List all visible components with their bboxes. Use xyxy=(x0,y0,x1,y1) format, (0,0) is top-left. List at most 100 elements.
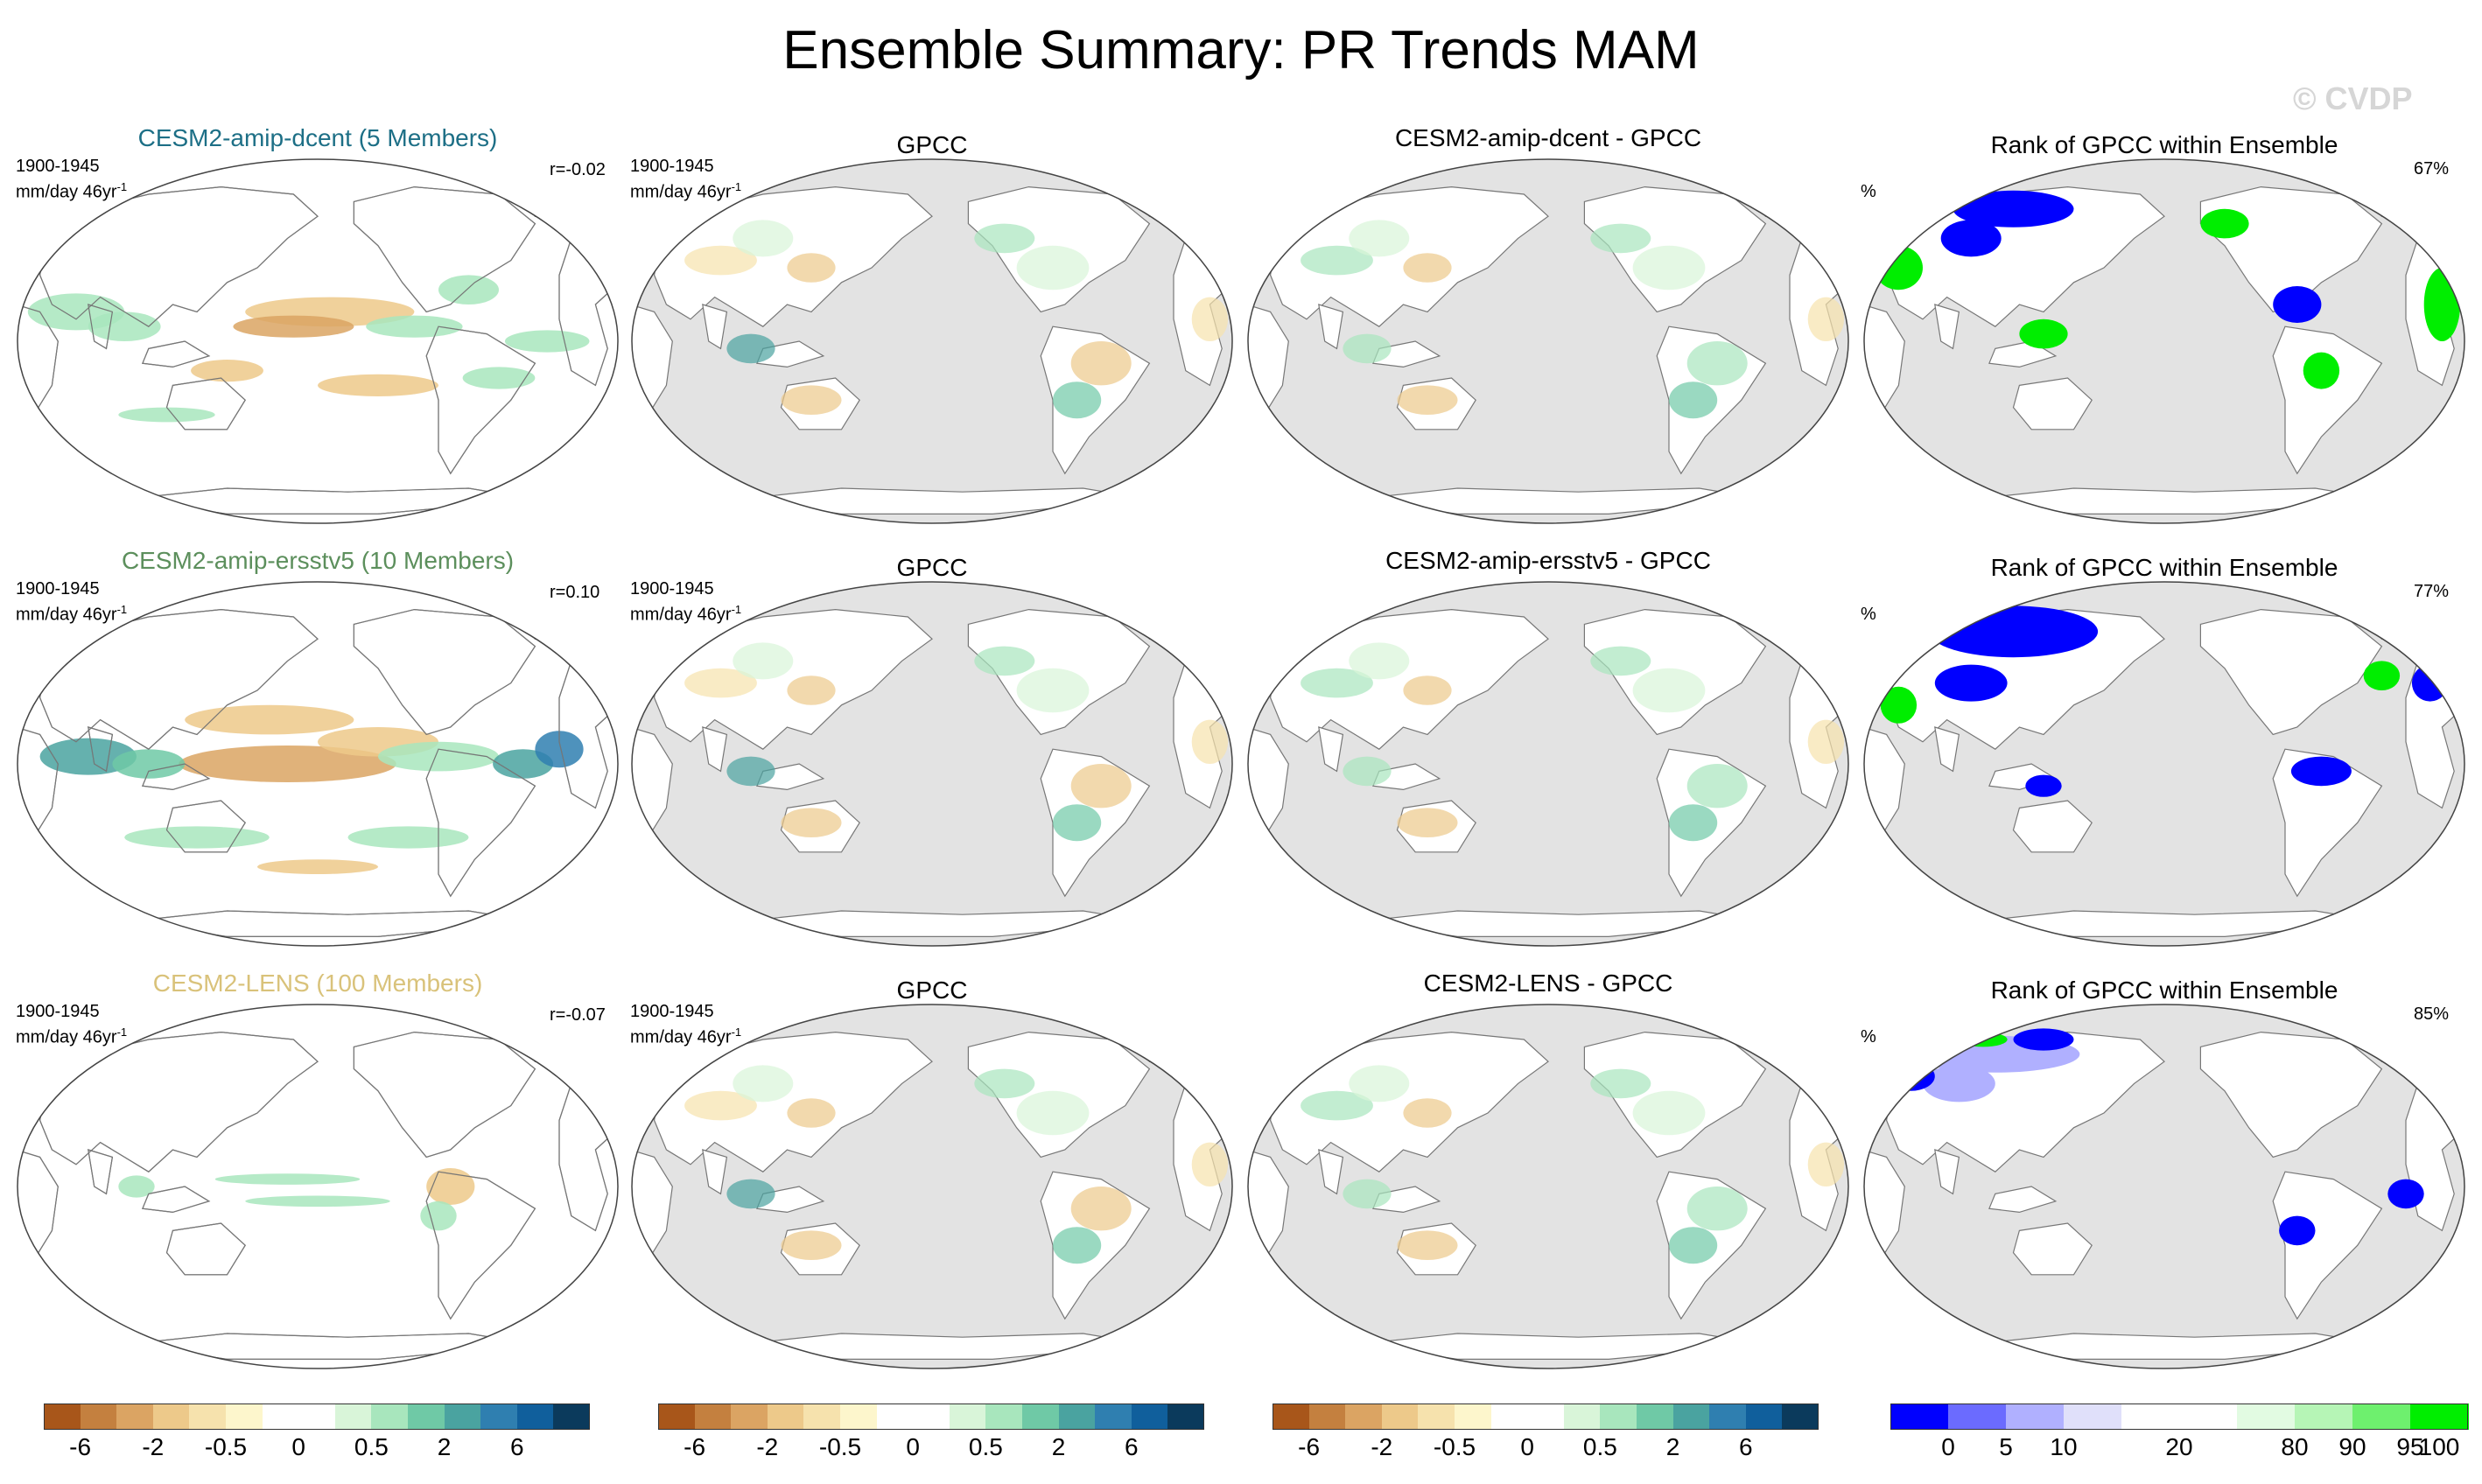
colorbar-swatch xyxy=(1345,1404,1383,1430)
diff-map-0 xyxy=(1247,158,1849,524)
trend-blob xyxy=(1301,245,1373,276)
coastline xyxy=(18,304,59,416)
coastline xyxy=(353,186,536,313)
rank-blob xyxy=(2273,286,2322,323)
trend-blob xyxy=(1070,764,1132,808)
trend-blob xyxy=(1016,1090,1090,1136)
trend-blob xyxy=(1191,719,1229,764)
units-label: mm/day 46yr-1 xyxy=(630,180,742,202)
colorbar-swatch xyxy=(334,1404,372,1430)
coastline xyxy=(88,304,114,350)
trend-blob xyxy=(1686,1186,1748,1231)
colorbar-swatch xyxy=(1527,1404,1565,1430)
colorbar-label: 6 xyxy=(510,1433,524,1460)
trend-blob xyxy=(1686,764,1748,808)
trend-blob xyxy=(726,333,775,364)
land-outline xyxy=(702,1149,728,1195)
colorbar-label: 6 xyxy=(1739,1433,1753,1460)
trend-blob xyxy=(684,668,757,698)
colorbar-label: -2 xyxy=(142,1433,165,1460)
colorbar-label: 0 xyxy=(1520,1433,1534,1460)
trend-blob xyxy=(733,642,794,680)
trend-blob xyxy=(1397,808,1458,837)
trend-blob xyxy=(1053,804,1102,842)
rank-map-1 xyxy=(1863,581,2465,947)
period-label: 1900-1945 xyxy=(16,1002,100,1021)
cvdp-watermark: © CVDP xyxy=(2293,80,2413,116)
model-map-1 xyxy=(17,581,619,947)
coastline xyxy=(142,1186,211,1214)
diff-panel-title: CESM2-LENS - GPCC xyxy=(1423,970,1673,997)
pattern-correlation: r=0.10 xyxy=(550,583,600,602)
trend-blob xyxy=(1016,245,1090,290)
colorbar-label: 2 xyxy=(437,1433,452,1460)
coastline xyxy=(39,608,319,750)
trend-blob xyxy=(1632,1090,1706,1136)
colorbar-swatch xyxy=(1095,1404,1132,1430)
land-outline xyxy=(2272,748,2383,898)
trend-blob xyxy=(118,407,215,423)
units-exponent: -1 xyxy=(116,180,128,193)
rank-panel-title: Rank of GPCC within Ensemble xyxy=(1990,131,2338,158)
trend-blob xyxy=(1191,297,1229,341)
colorbar-label: -6 xyxy=(1298,1433,1321,1460)
rank-blob xyxy=(1923,1065,1995,1102)
period-label: 1900-1945 xyxy=(630,157,714,176)
colorbar-label: -6 xyxy=(684,1433,706,1460)
map-border xyxy=(1863,581,2465,947)
trend-blob xyxy=(1343,1179,1392,1209)
colorbar-label: 0.5 xyxy=(354,1433,389,1460)
rank-blob xyxy=(2423,268,2461,341)
map-border xyxy=(1863,1004,2465,1369)
rank-percentage: 85% xyxy=(2414,1004,2450,1024)
colorbar-label: 20 xyxy=(2165,1433,2193,1460)
colorbar-label: -0.5 xyxy=(204,1433,248,1460)
map-border xyxy=(17,1004,619,1369)
rank-blob xyxy=(2363,661,2401,690)
rank-blob xyxy=(1874,245,1923,290)
coastline xyxy=(425,748,536,898)
trend-blob xyxy=(245,1195,390,1208)
colorbar-label: 5 xyxy=(1999,1433,2013,1460)
colorbar-label: 80 xyxy=(2281,1433,2309,1460)
trend-blob xyxy=(781,1230,842,1260)
rank-blob xyxy=(2387,1179,2424,1209)
map-border xyxy=(1247,158,1849,524)
obs-panel-title: GPCC xyxy=(896,131,968,158)
trend-blob xyxy=(1403,676,1452,705)
obs-panel-title: GPCC xyxy=(896,554,968,581)
land-outline xyxy=(1269,608,1549,750)
trend-blob xyxy=(318,374,438,396)
units-exponent: -1 xyxy=(731,180,742,193)
model-panel-title: CESM2-amip-dcent (5 Members) xyxy=(137,124,498,151)
diff-map-1 xyxy=(1247,581,1849,947)
colorbar-swatch xyxy=(1563,1404,1601,1430)
colorbar-swatch xyxy=(1709,1404,1747,1430)
coastline xyxy=(18,726,59,838)
period-label: 1900-1945 xyxy=(16,579,100,598)
trend-blob xyxy=(347,826,469,849)
colorbar-label: 10 xyxy=(2050,1433,2078,1460)
land-outline xyxy=(1988,1186,2058,1214)
coastline xyxy=(142,340,211,368)
land-outline xyxy=(1269,1031,1549,1172)
diff-panel-title: CESM2-amip-ersstv5 - GPCC xyxy=(1385,547,1711,574)
trend-blob xyxy=(684,245,757,276)
colorbar-frame xyxy=(658,1404,1204,1430)
trend-blob xyxy=(438,275,499,304)
trend-blob xyxy=(1669,1227,1718,1264)
units-label: mm/day 46yr-1 xyxy=(16,1026,128,1047)
units-label: mm/day 46yr-1 xyxy=(16,180,128,202)
land-outline xyxy=(653,608,933,750)
trend-blob xyxy=(1590,223,1651,254)
rank-blob xyxy=(2200,208,2249,239)
trend-blob xyxy=(1403,1098,1452,1128)
map-border xyxy=(17,158,619,524)
land-outline xyxy=(2012,800,2093,853)
trend-blob xyxy=(88,312,161,341)
trend-blob xyxy=(1632,245,1706,290)
land-outline xyxy=(1318,304,1344,350)
trend-blob xyxy=(462,367,536,389)
colorbar-swatch xyxy=(2237,1404,2296,1430)
trend-blob xyxy=(1349,642,1410,680)
